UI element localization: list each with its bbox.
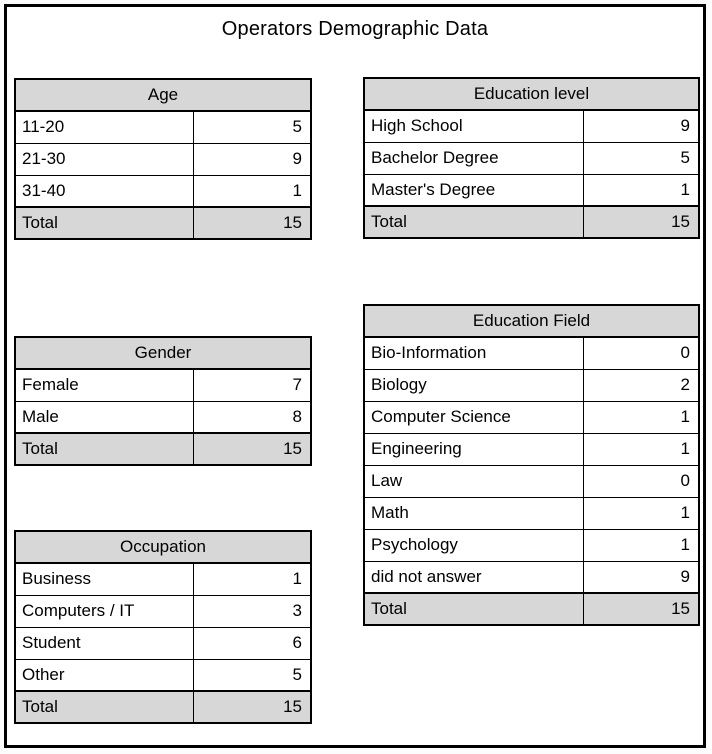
data-table: Education level High School 9 Bachelor Degr… [363, 77, 700, 239]
table-row: 31-40 1 [14, 174, 312, 208]
row-value: 6 [192, 626, 312, 660]
figure-frame: Operators Demographic Data Age 11-20 5 21-3… [4, 4, 706, 748]
row-label: Male [14, 400, 194, 434]
total-label: Total [14, 432, 194, 466]
table-row: Bachelor Degree 5 [363, 141, 700, 175]
table-header: Education level [363, 77, 700, 111]
row-value: 0 [582, 336, 700, 370]
gender-table: Gender Female 7 Male 8 Total 15 [14, 336, 312, 466]
table-header: Occupation [14, 530, 312, 564]
total-row: Total 15 [363, 205, 700, 239]
data-table: Education Field Bio-Information 0 Biology 2 C… [363, 304, 700, 626]
total-value: 15 [582, 592, 700, 626]
total-row: Total 15 [14, 206, 312, 240]
table-row: Master's Degree 1 [363, 173, 700, 207]
table-row: 21-30 9 [14, 142, 312, 176]
row-label: 11-20 [14, 110, 194, 144]
table-row: Computer Science 1 [363, 400, 700, 434]
total-label: Total [14, 206, 194, 240]
table-row: Student 6 [14, 626, 312, 660]
table-header: Age [14, 78, 312, 112]
table-row: High School 9 [363, 109, 700, 143]
row-value: 5 [582, 141, 700, 175]
data-table: Gender Female 7 Male 8 Total 15 [14, 336, 312, 466]
table-row: Business 1 [14, 562, 312, 596]
row-label: 21-30 [14, 142, 194, 176]
table-row: Female 7 [14, 368, 312, 402]
education-field-table: Education Field Bio-Information 0 Biology 2 C… [363, 304, 700, 626]
total-value: 15 [582, 205, 700, 239]
row-value: 1 [192, 174, 312, 208]
row-value: 7 [192, 368, 312, 402]
row-value: 1 [582, 528, 700, 562]
table-header: Education Field [363, 304, 700, 338]
row-value: 1 [582, 400, 700, 434]
row-value: 5 [192, 658, 312, 692]
row-value: 0 [582, 464, 700, 498]
row-label: did not answer [363, 560, 584, 594]
row-value: 9 [582, 109, 700, 143]
age-table: Age 11-20 5 21-30 9 31-40 1 Total 15 [14, 78, 312, 240]
occupation-table: Occupation Business 1 Computers / IT 3 Studen… [14, 530, 312, 724]
row-label: Biology [363, 368, 584, 402]
row-label: Bachelor Degree [363, 141, 584, 175]
row-label: Bio-Information [363, 336, 584, 370]
row-value: 9 [582, 560, 700, 594]
row-label: Computers / IT [14, 594, 194, 628]
table-row: Bio-Information 0 [363, 336, 700, 370]
row-value: 1 [582, 496, 700, 530]
total-row: Total 15 [363, 592, 700, 626]
table-header-row: Education Field [363, 304, 700, 338]
row-label: High School [363, 109, 584, 143]
table-header-row: Occupation [14, 530, 312, 564]
table-row: Law 0 [363, 464, 700, 498]
education-level-table: Education level High School 9 Bachelor Degr… [363, 77, 700, 239]
data-table: Age 11-20 5 21-30 9 31-40 1 Total 15 [14, 78, 312, 240]
row-label: Business [14, 562, 194, 596]
row-label: Psychology [363, 528, 584, 562]
total-label: Total [14, 690, 194, 724]
data-table: Occupation Business 1 Computers / IT 3 Studen… [14, 530, 312, 724]
table-header-row: Education level [363, 77, 700, 111]
total-label: Total [363, 205, 584, 239]
row-label: Female [14, 368, 194, 402]
row-label: Student [14, 626, 194, 660]
total-value: 15 [192, 432, 312, 466]
table-header-row: Age [14, 78, 312, 112]
row-value: 1 [582, 173, 700, 207]
row-label: Master's Degree [363, 173, 584, 207]
table-row: Psychology 1 [363, 528, 700, 562]
row-value: 1 [192, 562, 312, 596]
table-row: Male 8 [14, 400, 312, 434]
total-value: 15 [192, 206, 312, 240]
row-label: Engineering [363, 432, 584, 466]
row-value: 2 [582, 368, 700, 402]
row-label: Other [14, 658, 194, 692]
row-label: Computer Science [363, 400, 584, 434]
table-row: Engineering 1 [363, 432, 700, 466]
table-row: Math 1 [363, 496, 700, 530]
row-value: 8 [192, 400, 312, 434]
figure-title: Operators Demographic Data [221, 18, 489, 40]
total-row: Total 15 [14, 432, 312, 466]
table-row: Computers / IT 3 [14, 594, 312, 628]
table-row: Other 5 [14, 658, 312, 692]
table-header-row: Gender [14, 336, 312, 370]
total-value: 15 [192, 690, 312, 724]
row-value: 3 [192, 594, 312, 628]
row-label: 31-40 [14, 174, 194, 208]
table-row: Biology 2 [363, 368, 700, 402]
table-header: Gender [14, 336, 312, 370]
total-label: Total [363, 592, 584, 626]
table-row: did not answer 9 [363, 560, 700, 594]
total-row: Total 15 [14, 690, 312, 724]
row-value: 9 [192, 142, 312, 176]
table-row: 11-20 5 [14, 110, 312, 144]
row-label: Law [363, 464, 584, 498]
row-label: Math [363, 496, 584, 530]
row-value: 1 [582, 432, 700, 466]
row-value: 5 [192, 110, 312, 144]
